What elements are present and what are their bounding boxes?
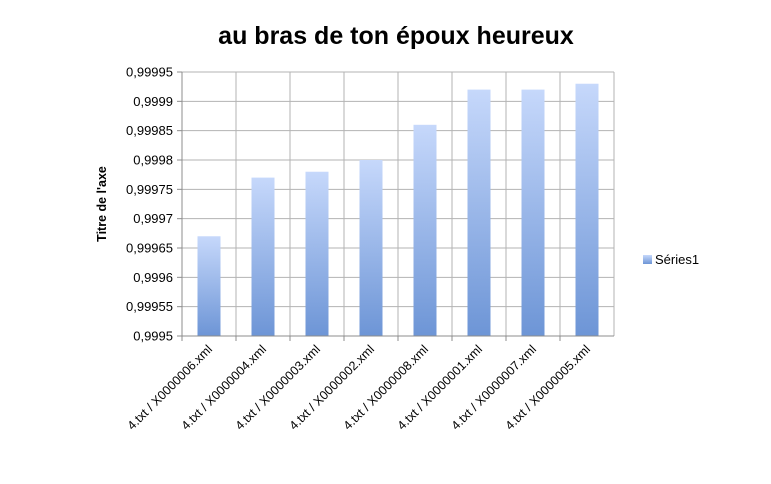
y-tick-label: 0,99995 [126, 65, 173, 80]
y-tick-label: 0,9996 [133, 270, 173, 285]
y-tick-label: 0,99955 [126, 299, 173, 314]
y-tick-label: 0,9997 [133, 211, 173, 226]
bars [197, 83, 599, 336]
bar [521, 89, 545, 336]
y-tick-label: 0,9999 [133, 94, 173, 109]
y-tick-labels: 0,9995 0,99955 0,9996 0,99965 0,9997 0,99975 0… [126, 65, 173, 344]
bar [251, 177, 275, 336]
bar [197, 236, 221, 336]
bar [359, 160, 383, 336]
y-tick-label: 0,99975 [126, 182, 173, 197]
chart-title: au bras de ton époux heureux [218, 22, 574, 50]
legend-label: Séries1 [655, 252, 699, 267]
bar [413, 124, 437, 336]
y-tick-label: 0,99985 [126, 123, 173, 138]
axes [177, 71, 614, 341]
legend: Séries1 [643, 252, 699, 267]
gridlines [182, 71, 615, 336]
bar [467, 89, 491, 336]
y-axis-label: Titre de l'axe [95, 166, 109, 242]
legend-swatch [643, 255, 652, 264]
y-tick-label: 0,9995 [133, 329, 173, 344]
y-tick-label: 0,9998 [133, 153, 173, 168]
bar [305, 171, 329, 336]
y-tick-label: 0,99965 [126, 241, 173, 256]
bar [575, 83, 599, 336]
